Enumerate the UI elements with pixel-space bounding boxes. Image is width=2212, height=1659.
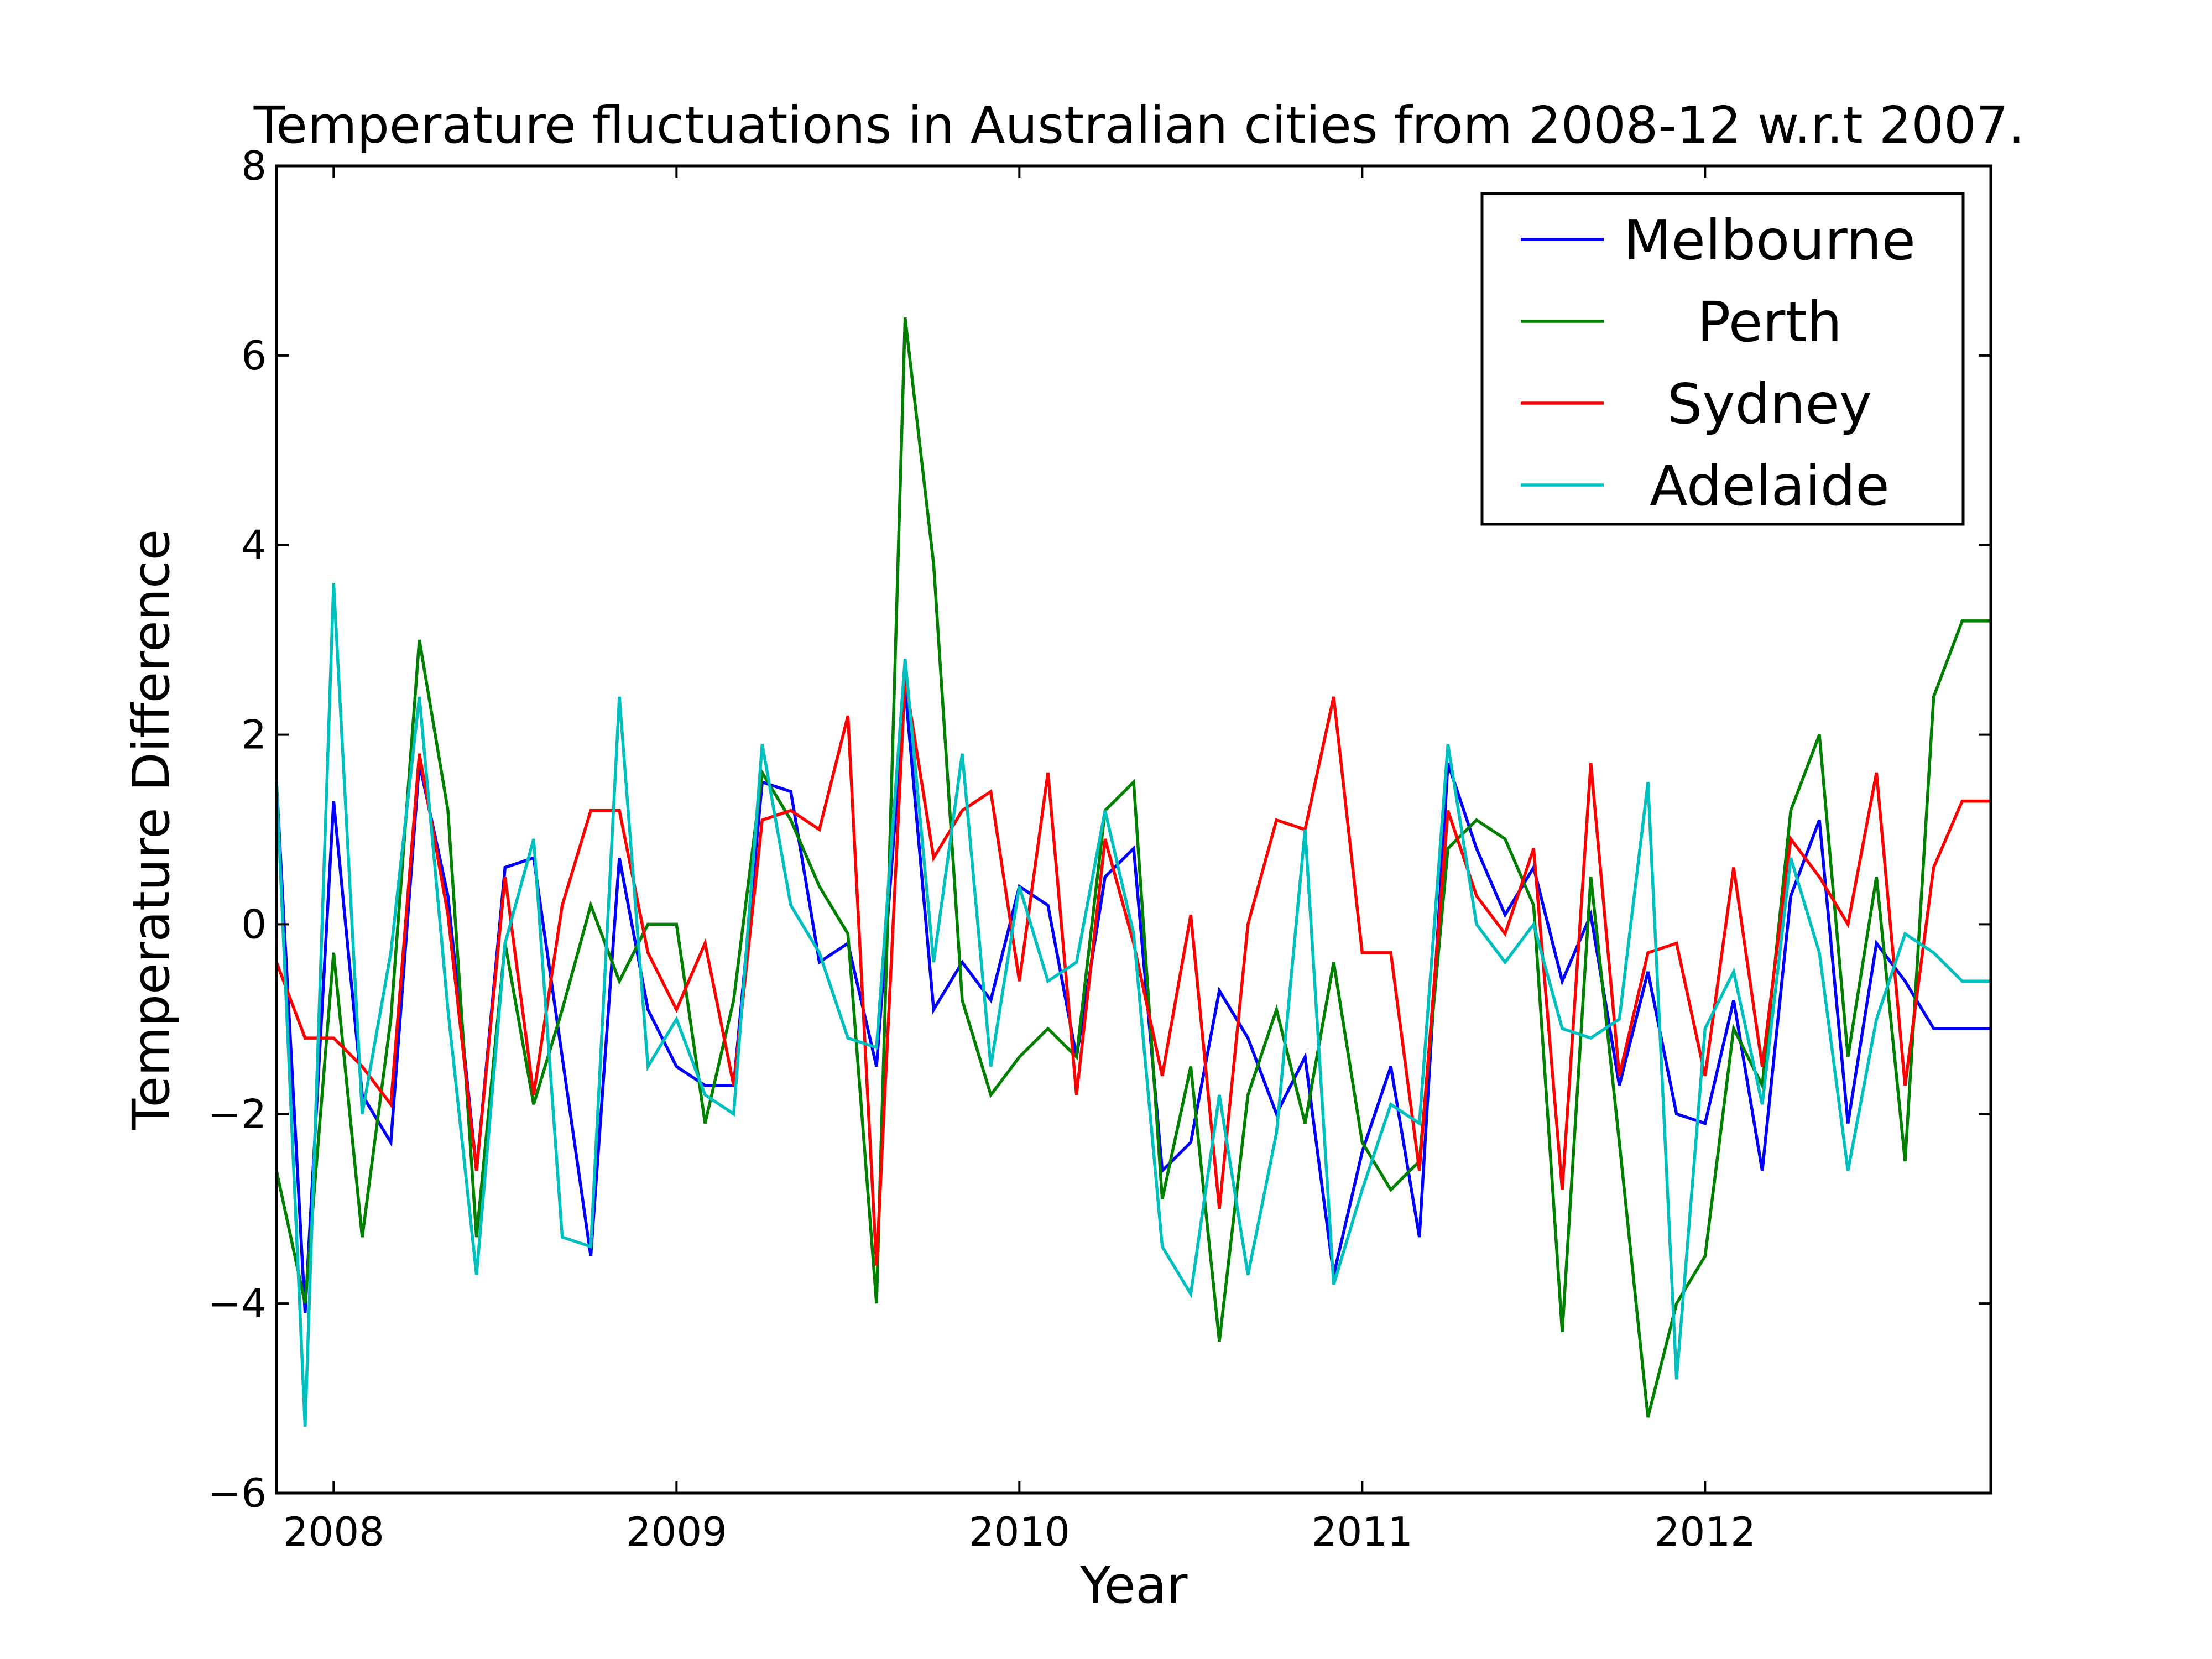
legend-item-perth: Perth — [1521, 290, 1842, 354]
legend-item-adelaide: Adelaide — [1521, 453, 1890, 518]
ticks-layer — [276, 165, 1991, 1494]
x-axis-label: Year — [1079, 1556, 1188, 1615]
legend-item-melbourne: Melbourne — [1521, 208, 1916, 273]
plot-area — [275, 164, 1992, 1495]
x-tick-label: 2012 — [1655, 1509, 1756, 1555]
series-adelaide — [275, 583, 1991, 1427]
series-line-melbourne — [275, 687, 1991, 1313]
legend: Melbourne Perth Sydney Adelaide — [1480, 192, 1965, 526]
y-tick-label: 2 — [241, 712, 267, 758]
series-line-adelaide — [275, 583, 1991, 1427]
legend-item-sydney: Sydney — [1521, 372, 1872, 436]
axes-frame — [275, 164, 1992, 1495]
x-tick-label: 2008 — [283, 1509, 384, 1555]
y-axis-label: Temperature Difference — [122, 529, 181, 1130]
series-layer — [275, 317, 1991, 1427]
y-tick-label: 0 — [241, 901, 267, 947]
y-tick-label: 8 — [241, 143, 267, 189]
y-tick-label: −4 — [208, 1280, 267, 1327]
y-tick-label: −2 — [208, 1091, 267, 1137]
x-tick-label: 2011 — [1312, 1509, 1413, 1555]
x-tick-label: 2010 — [969, 1509, 1070, 1555]
x-tick-label: 2009 — [626, 1509, 727, 1555]
x-tick-labels: 2008 2009 2010 2011 2012 — [283, 1509, 1756, 1555]
legend-label: Melbourne — [1624, 208, 1916, 273]
series-line-perth — [275, 317, 1991, 1418]
legend-label: Sydney — [1667, 372, 1872, 436]
y-tick-label: 4 — [241, 522, 267, 568]
legend-box — [1480, 192, 1965, 526]
y-tick-label: 6 — [241, 332, 267, 379]
series-melbourne — [275, 687, 1991, 1313]
y-tick-labels: −6 −4 −2 0 2 4 6 8 — [208, 143, 267, 1516]
legend-label: Adelaide — [1650, 453, 1890, 518]
chart-title: Temperature fluctuations in Australian c… — [253, 96, 2025, 155]
legend-label: Perth — [1697, 290, 1842, 354]
y-tick-label: −6 — [208, 1470, 267, 1516]
series-perth — [275, 317, 1991, 1418]
